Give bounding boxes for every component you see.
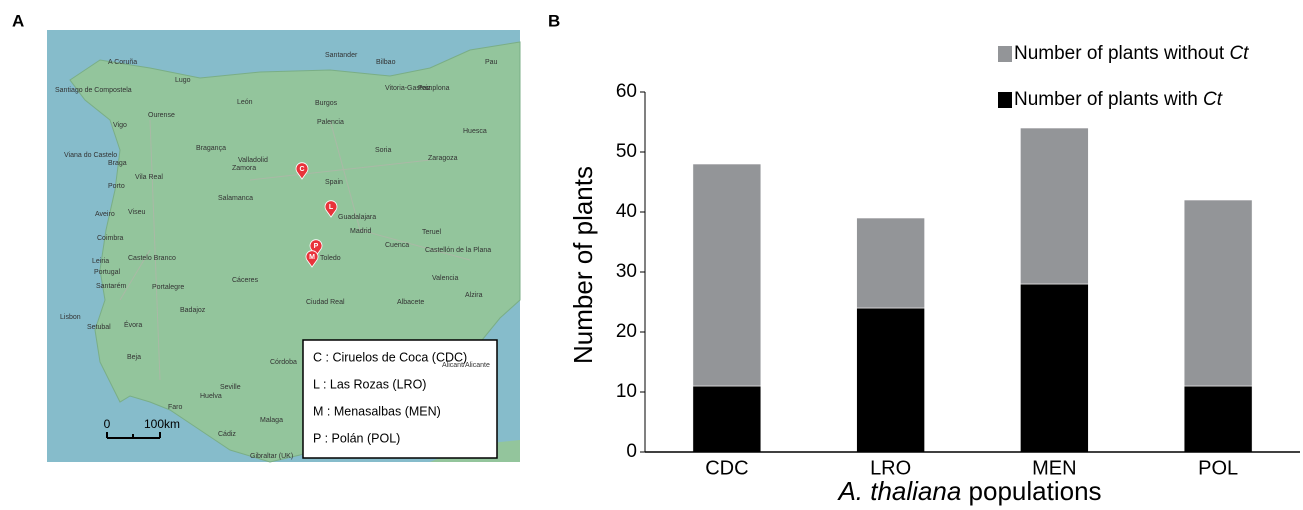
city-label: Cádiz xyxy=(218,431,236,438)
bar-segment xyxy=(1184,200,1252,386)
city-label: Burgos xyxy=(315,100,338,107)
x-axis-title: A. thaliana populations xyxy=(836,476,1101,506)
city-label: Alzira xyxy=(465,292,483,299)
marker-label: M xyxy=(309,254,315,261)
legend-swatch xyxy=(998,46,1012,62)
city-label: Pamplona xyxy=(418,85,450,92)
city-label: Viana do Castelo xyxy=(64,152,117,159)
city-label: Cáceres xyxy=(232,277,259,284)
city-label: León xyxy=(237,99,253,106)
city-label: Toledo xyxy=(320,255,341,262)
city-label: Santiago de Compostela xyxy=(55,87,132,94)
city-label: Braga xyxy=(108,160,127,167)
city-label: Viseu xyxy=(128,209,145,216)
city-label: Setubal xyxy=(87,324,111,331)
city-label: Valencia xyxy=(432,275,458,282)
map-legend-entry: M : Menasalbas (MEN) xyxy=(313,404,441,418)
city-label: Ciudad Real xyxy=(306,299,345,306)
legend-entry: Number of plants with Ct xyxy=(1014,89,1223,110)
city-label: Santander xyxy=(325,52,358,59)
city-label: Lugo xyxy=(175,77,191,84)
map: A Coruña Lugo Santiago de Compostela Ourens… xyxy=(47,30,520,462)
city-label: Palencia xyxy=(317,119,344,126)
bar-segment xyxy=(693,164,761,386)
city-label: Castelo Branco xyxy=(128,255,176,262)
map-legend-entry: C : Ciruelos de Coca (CDC) xyxy=(313,350,467,364)
panel-label: B xyxy=(548,11,560,30)
city-label: Salamanca xyxy=(218,195,253,202)
city-label: Pau xyxy=(485,59,498,66)
city-label: Badajoz xyxy=(180,307,206,314)
figure: A B A Coruña Lugo Santiago de Compostela Ou… xyxy=(0,0,1303,510)
city-label: Faro xyxy=(168,404,183,411)
city-label: Malaga xyxy=(260,417,283,424)
city-label: Coimbra xyxy=(97,235,124,242)
city-label: A Coruña xyxy=(108,59,137,66)
map-legend-entry: P : Polán (POL) xyxy=(313,431,400,445)
city-label: Santarém xyxy=(96,283,127,290)
marker-label: L xyxy=(329,204,334,211)
bar-segment xyxy=(857,308,925,452)
panel-label: A xyxy=(12,11,24,30)
y-tick-label: 0 xyxy=(626,441,637,462)
city-label: Zaragoza xyxy=(428,155,458,162)
bar-segment xyxy=(1184,386,1252,452)
city-label: Porto xyxy=(108,183,125,190)
city-label: Córdoba xyxy=(270,359,297,366)
scale-label: 0 xyxy=(104,417,111,431)
city-label: Soria xyxy=(375,147,391,154)
city-label: Vigo xyxy=(113,122,127,129)
city-label: Teruel xyxy=(422,229,442,236)
y-tick-label: 50 xyxy=(616,141,637,162)
city-label: Guadalajara xyxy=(338,214,376,221)
city-label: Ourense xyxy=(148,112,175,119)
city-label: Portugal xyxy=(94,269,121,276)
legend-swatch xyxy=(998,92,1012,108)
city-label: Seville xyxy=(220,384,241,391)
city-label: Madrid xyxy=(350,228,372,235)
x-tick-label: POL xyxy=(1198,457,1238,479)
y-tick-label: 40 xyxy=(616,201,637,222)
city-label: Huelva xyxy=(200,393,222,400)
legend-entry: Number of plants without Ct xyxy=(1014,43,1249,64)
y-tick-label: 30 xyxy=(616,261,637,282)
y-tick-label: 10 xyxy=(616,381,637,402)
y-axis-title: Number of plants xyxy=(568,166,598,364)
marker-label: C xyxy=(299,166,304,173)
bar-segment xyxy=(1020,128,1088,284)
y-tick-label: 20 xyxy=(616,321,637,342)
city-label: Bragança xyxy=(196,145,226,152)
bar-segment xyxy=(1020,284,1088,452)
city-label: Bilbao xyxy=(376,59,396,66)
city-label: Leiria xyxy=(92,258,109,265)
city-label: Cuenca xyxy=(385,242,409,249)
city-label: Aveiro xyxy=(95,211,115,218)
city-label: Albacete xyxy=(397,299,424,306)
city-label: Spain xyxy=(325,179,343,186)
city-label: Gibraltar (UK) xyxy=(250,453,293,460)
city-label: Valladolid xyxy=(238,157,268,164)
marker-label: P xyxy=(314,243,319,250)
y-tick-label: 60 xyxy=(616,81,637,102)
bar-segment xyxy=(857,218,925,308)
city-label: Huesca xyxy=(463,128,487,135)
city-label: Zamora xyxy=(232,165,256,172)
map-legend-entry: L : Las Rozas (LRO) xyxy=(313,377,426,391)
x-tick-label: CDC xyxy=(705,457,748,479)
city-label: Beja xyxy=(127,354,141,361)
city-label: Castellón de la Plana xyxy=(425,247,491,254)
city-label: Évora xyxy=(124,320,142,329)
city-label: Lisbon xyxy=(60,314,81,321)
scale-label: 100km xyxy=(144,417,180,431)
city-label: Vila Real xyxy=(135,174,163,181)
city-label: Portalegre xyxy=(152,284,184,291)
bar-segment xyxy=(693,386,761,452)
